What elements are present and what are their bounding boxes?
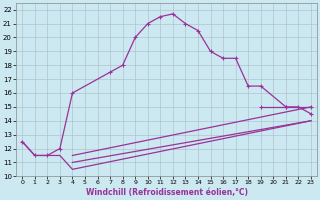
X-axis label: Windchill (Refroidissement éolien,°C): Windchill (Refroidissement éolien,°C): [85, 188, 248, 197]
